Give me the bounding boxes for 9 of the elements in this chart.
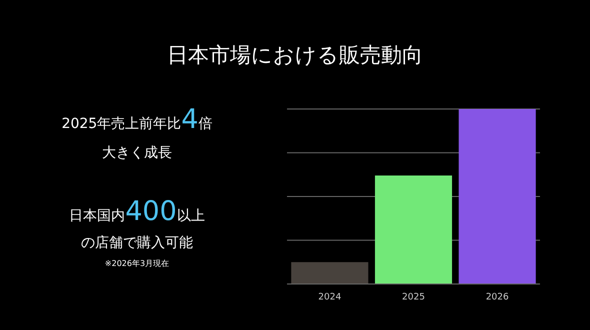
x-tick-label: 2026 <box>486 292 509 302</box>
chart-title: 日本市場における販売動向 <box>167 43 423 67</box>
text: 日本国内400以上 <box>69 196 205 227</box>
x-tick-label: 2024 <box>318 292 342 302</box>
text: 2025年売上前年比4倍 <box>62 104 212 135</box>
x-tick-label: 2025 <box>402 292 425 302</box>
text: ※2026年3月現在 <box>104 259 170 268</box>
text: 大きく成長 <box>102 145 172 161</box>
text: の店舗で購入可能 <box>81 235 193 251</box>
